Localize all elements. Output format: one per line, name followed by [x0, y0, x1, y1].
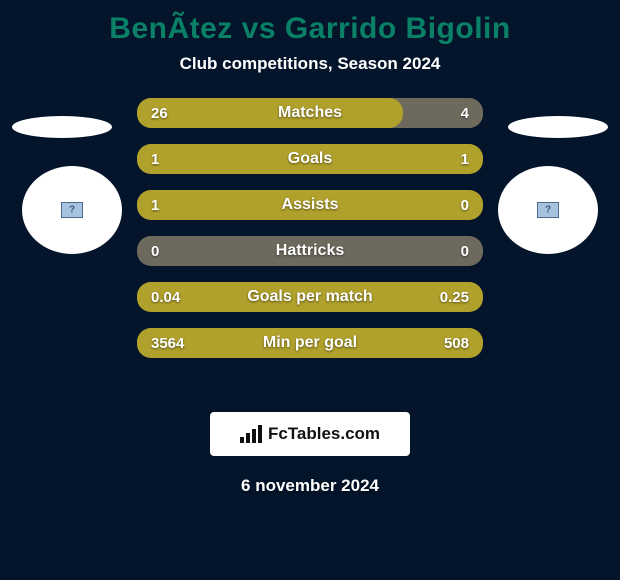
stat-label: Matches — [278, 104, 342, 122]
branding-box: FcTables.com — [210, 412, 410, 456]
stat-left-value: 1 — [151, 151, 159, 168]
date-text: 6 november 2024 — [0, 476, 620, 496]
bar-fill-left — [137, 98, 403, 128]
branding-text: FcTables.com — [268, 424, 380, 444]
player-left-circle — [22, 166, 122, 254]
stat-label: Goals per match — [247, 288, 372, 306]
stat-label: Assists — [282, 196, 339, 214]
stat-left-value: 1 — [151, 197, 159, 214]
stat-label: Hattricks — [276, 242, 344, 260]
stat-left-value: 3564 — [151, 335, 184, 352]
stat-left-value: 26 — [151, 105, 168, 122]
stat-row: 0.04 0.25 Goals per match — [137, 282, 483, 312]
stat-label: Goals — [288, 150, 332, 168]
root: BenÃ­tez vs Garrido Bigolin Club competi… — [0, 0, 620, 496]
stat-label: Min per goal — [263, 334, 357, 352]
stat-row: 1 0 Assists — [137, 190, 483, 220]
chart-icon — [240, 425, 262, 443]
stat-row: 26 4 Matches — [137, 98, 483, 128]
stat-row: 0 0 Hattricks — [137, 236, 483, 266]
player-left-ellipse — [12, 116, 112, 138]
player-right-ellipse — [508, 116, 608, 138]
stat-left-value: 0.04 — [151, 289, 180, 306]
stat-right-value: 0.25 — [440, 289, 469, 306]
stat-right-value: 508 — [444, 335, 469, 352]
subtitle: Club competitions, Season 2024 — [0, 54, 620, 98]
placeholder-icon — [537, 202, 559, 218]
stat-row: 3564 508 Min per goal — [137, 328, 483, 358]
bar-fill-right — [403, 98, 483, 128]
page-title: BenÃ­tez vs Garrido Bigolin — [0, 8, 620, 54]
player-right-circle — [498, 166, 598, 254]
compare-area: 26 4 Matches 1 1 Goals 1 0 Assists 0 0 Hattricks 0.0… — [0, 98, 620, 398]
stat-right-value: 4 — [461, 105, 469, 122]
stat-row: 1 1 Goals — [137, 144, 483, 174]
placeholder-icon — [61, 202, 83, 218]
stat-right-value: 0 — [461, 197, 469, 214]
stat-right-value: 1 — [461, 151, 469, 168]
stat-bars: 26 4 Matches 1 1 Goals 1 0 Assists 0 0 Hattricks 0.0… — [137, 98, 483, 374]
stat-left-value: 0 — [151, 243, 159, 260]
stat-right-value: 0 — [461, 243, 469, 260]
